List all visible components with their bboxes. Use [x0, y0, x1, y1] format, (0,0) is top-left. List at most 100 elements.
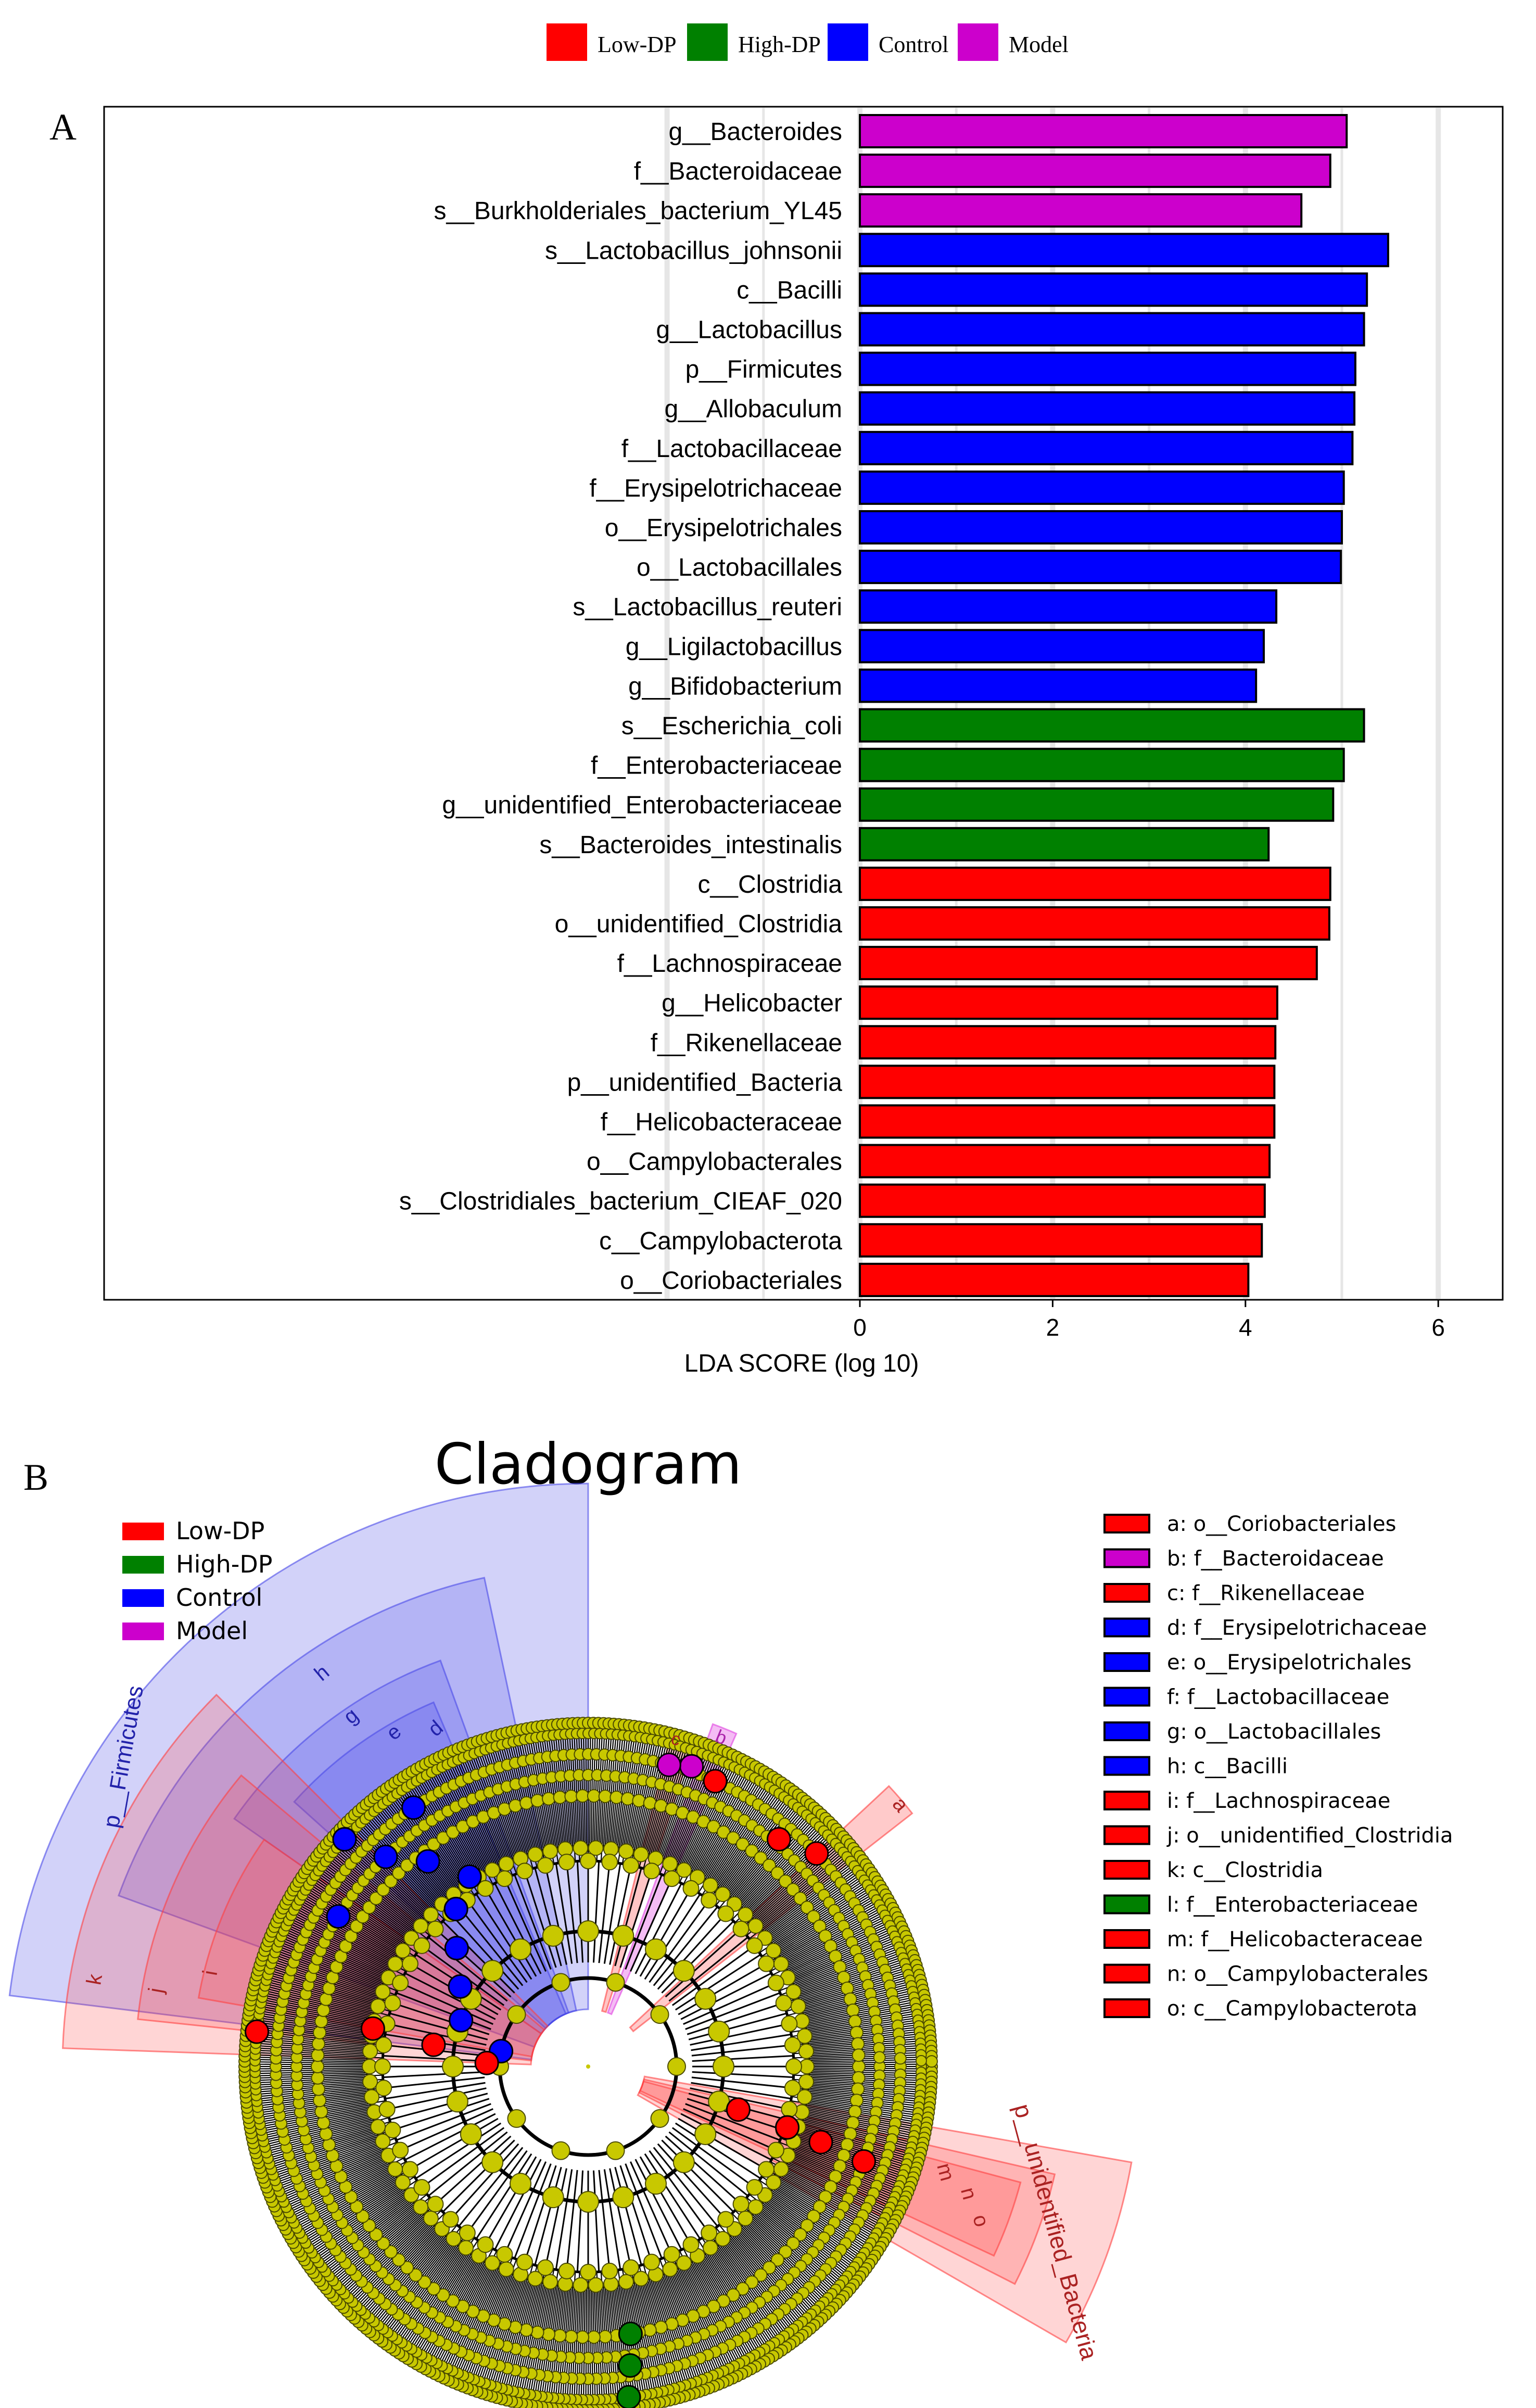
branch-line [275, 1929, 388, 1980]
node [392, 2141, 409, 2159]
branch-line [593, 1726, 599, 1848]
branch-line [247, 2056, 370, 2061]
branch-line [366, 1806, 447, 1900]
branch-line [453, 2267, 503, 2380]
branch-line [648, 2276, 683, 2394]
branch-line [776, 1891, 882, 1955]
highlight-node-low_dp [360, 2016, 385, 2041]
highlight-node-low_dp [245, 2019, 270, 2044]
legend-swatch-low_dp [547, 23, 587, 61]
inner-branch [442, 1920, 515, 1994]
branch-line [295, 2178, 401, 2242]
node [577, 2191, 599, 2213]
category-label: g__unidentified_Enterobacteriaceae [442, 792, 842, 819]
node [413, 1937, 430, 1954]
node [413, 2199, 429, 2215]
highlight-node-high_dp [618, 2353, 643, 2378]
node [477, 1880, 494, 1897]
node [770, 1866, 784, 1880]
inner-branch [657, 1913, 727, 1990]
branch-line [805, 2027, 928, 2043]
branch-line [491, 1739, 527, 1857]
branch-line [769, 2188, 871, 2258]
branch-line [589, 1726, 591, 1848]
branch-line [319, 1856, 416, 1933]
branch-line [471, 1746, 514, 1861]
node [375, 2036, 392, 2054]
inner-branch [691, 2044, 793, 2057]
branch-line [514, 2279, 542, 2400]
branch-line [627, 1731, 651, 1852]
inner-branch [400, 1982, 493, 2025]
clado-legend-label-control: Control [176, 1583, 262, 1612]
node [384, 2245, 398, 2259]
branch-line [505, 1735, 536, 1855]
node [618, 1843, 634, 1859]
branch-line [806, 2067, 929, 2070]
key-swatch [1103, 1998, 1150, 2018]
node [798, 2043, 814, 2059]
category-label: f__Lachnospiraceae [617, 950, 842, 978]
branch-line [639, 2278, 669, 2398]
key-label: d: f__Erysipelotrichaceae [1167, 1616, 1427, 1640]
branch-line [314, 2197, 414, 2272]
inner-branch [450, 1913, 519, 1990]
branch-line [631, 1732, 657, 1853]
node [313, 2094, 327, 2108]
branch-line [757, 2204, 853, 2283]
branch-line [268, 1949, 383, 1993]
highlight-node-high_dp [618, 2322, 643, 2347]
node [362, 2043, 378, 2059]
branch-line [326, 1847, 421, 1927]
category-label: f__Enterobacteriaceae [591, 752, 842, 780]
branch-line [621, 1729, 641, 1851]
bar [859, 510, 1343, 544]
branch-line [698, 2254, 761, 2361]
inner-branch [603, 2169, 621, 2270]
inner-branch [389, 2093, 488, 2121]
node [519, 2323, 534, 2337]
branch-line [460, 2269, 507, 2383]
inner-branch [534, 2166, 562, 2265]
branch-line [806, 2042, 929, 2052]
node [375, 2133, 391, 2149]
branch-line [451, 2266, 501, 2379]
branch-line [403, 2250, 471, 2354]
branch-line [547, 1728, 563, 1850]
branch-line [337, 2214, 428, 2299]
branch-line [806, 2078, 929, 2086]
branch-line [250, 2021, 372, 2038]
branch-line [323, 2204, 420, 2283]
branch-line [395, 2246, 465, 2349]
node-ring [490, 1973, 686, 2160]
branch-line [273, 1936, 387, 1984]
node [610, 1790, 624, 1804]
branch-line [361, 1811, 443, 1904]
branch-line [722, 2238, 799, 2336]
node [682, 2236, 700, 2253]
node [747, 1918, 764, 1934]
branch-line [613, 1728, 629, 1850]
key-label: j: o__unidentified_Clostridia [1166, 1824, 1453, 1848]
node [510, 1938, 531, 1960]
branch-line [634, 1733, 662, 1854]
node [507, 2005, 526, 2024]
branch-line [568, 2285, 577, 2407]
branch-line [805, 2092, 927, 2108]
branch-line [556, 1727, 569, 1849]
node [442, 2056, 464, 2077]
inner-branch [410, 2118, 499, 2170]
branch-line [421, 2257, 483, 2365]
branch-line [658, 2273, 699, 2390]
branch-line [742, 2221, 829, 2309]
branch-line [603, 1726, 613, 1849]
node [663, 1870, 680, 1887]
node [446, 2294, 460, 2308]
key-label: f: f__Lactobacillaceae [1167, 1685, 1389, 1709]
branch-line [309, 2192, 410, 2264]
branch-line [795, 1958, 912, 1998]
branch-line [540, 2283, 558, 2404]
branch-line [259, 2123, 377, 2157]
x-tick-label: 0 [853, 1314, 867, 1341]
branch-line [714, 2245, 785, 2346]
